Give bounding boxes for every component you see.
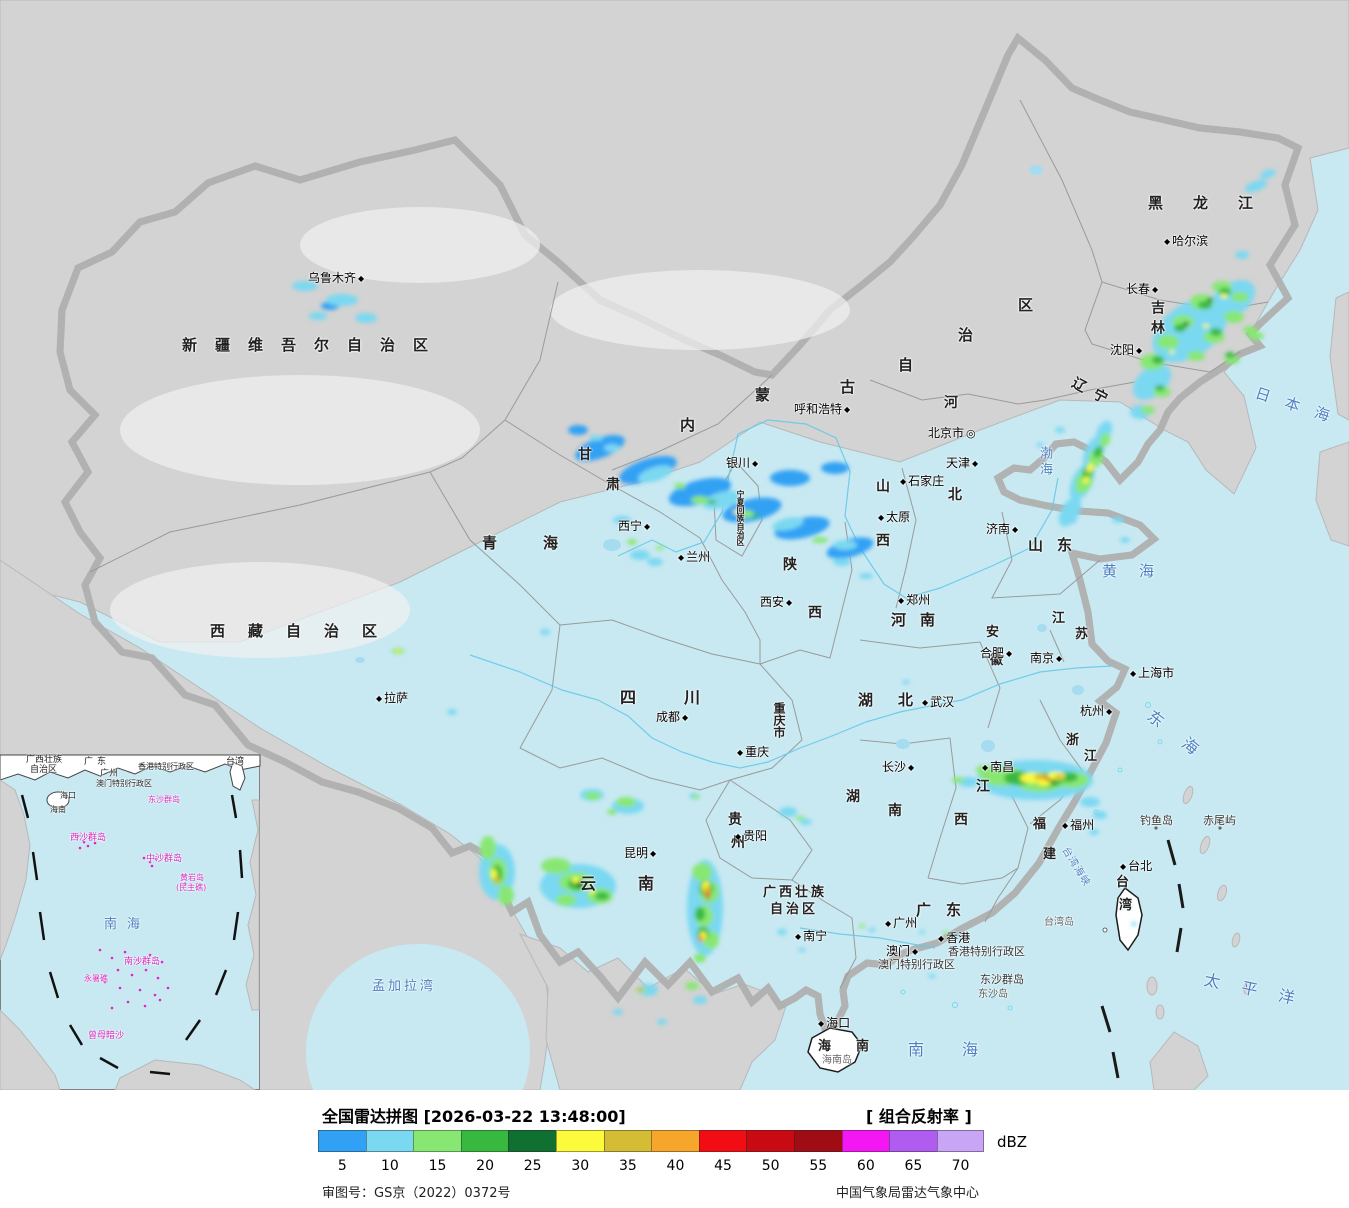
nine-dash-line <box>20 794 244 1076</box>
inset-south-china-sea <box>0 754 261 1090</box>
lakes <box>355 165 1084 752</box>
scale-value: 45 <box>714 1158 732 1174</box>
map-title: 全国雷达拼图 [2026-03-22 13:48:00] <box>322 1107 626 1126</box>
scale-swatch: 30 <box>555 1130 604 1174</box>
scale-value: 70 <box>951 1158 970 1174</box>
maritime-boundary-dashes <box>1100 839 1185 1079</box>
echo-layer-50dbz <box>706 896 710 900</box>
taiwan-island <box>1115 886 1143 952</box>
scale-value: 5 <box>337 1158 347 1174</box>
scale-swatch: 10 <box>365 1130 414 1174</box>
echo-layer-45dbz <box>638 776 1049 990</box>
hainan-island <box>807 1027 863 1073</box>
scale-value: 10 <box>380 1158 399 1174</box>
scale-value: 30 <box>571 1158 590 1174</box>
scale-swatch: 25 <box>508 1130 556 1174</box>
scale-swatch: 35 <box>603 1130 652 1174</box>
radar-echoes <box>292 169 1276 1025</box>
scale-swatch: 45 <box>698 1130 747 1174</box>
scale-value: 40 <box>666 1158 685 1174</box>
producer-credit: 中国气象局雷达气象中心 <box>836 1186 980 1201</box>
scale-swatch: 70 <box>936 1130 985 1174</box>
scale-swatch: 50 <box>746 1130 794 1174</box>
islands <box>807 702 1222 1073</box>
scale-value: 55 <box>809 1158 828 1174</box>
terrain-shading <box>110 207 850 658</box>
legend-panel: 全国雷达拼图 [2026-03-22 13:48:00] [ 组合反射率 ] 5… <box>0 1090 1349 1208</box>
scale-swatch: 20 <box>460 1130 509 1174</box>
scale-swatch: 60 <box>841 1130 890 1174</box>
scale-value: 50 <box>761 1158 780 1174</box>
map-approval-number: 审图号：GS京（2022）0372号 <box>322 1186 511 1201</box>
map-canvas <box>0 0 1349 1090</box>
scale-swatch: 55 <box>793 1130 842 1174</box>
scale-value: 60 <box>856 1158 875 1174</box>
scale-swatch: 40 <box>651 1130 699 1174</box>
scale-swatch: 5 <box>318 1130 366 1174</box>
scale-swatch: 15 <box>413 1130 461 1174</box>
scale-value: 20 <box>476 1158 494 1174</box>
scale-value: 15 <box>428 1158 447 1174</box>
china-radar-map: 日本海 渤海 黄海 东海 南海 太平洋 孟加拉湾 台湾海峡 黑龙江 吉林 辽宁内蒙古自治区新疆维吾尔… <box>0 0 1349 1090</box>
reflectivity-color-scale: 5 10 15 20 25 30 35 40 45 50 55 60 65 70 <box>318 1130 985 1174</box>
scale-unit-label: dBZ <box>997 1133 1028 1151</box>
scale-value: 65 <box>904 1158 923 1174</box>
bay-of-bengal <box>306 944 530 1090</box>
scale-swatch: 65 <box>889 1130 937 1174</box>
scale-value: 35 <box>618 1158 637 1174</box>
rivers <box>469 419 1113 949</box>
product-name: [ 组合反射率 ] <box>866 1107 972 1126</box>
scale-value: 25 <box>523 1158 542 1174</box>
island-group-dots <box>76 834 187 1034</box>
